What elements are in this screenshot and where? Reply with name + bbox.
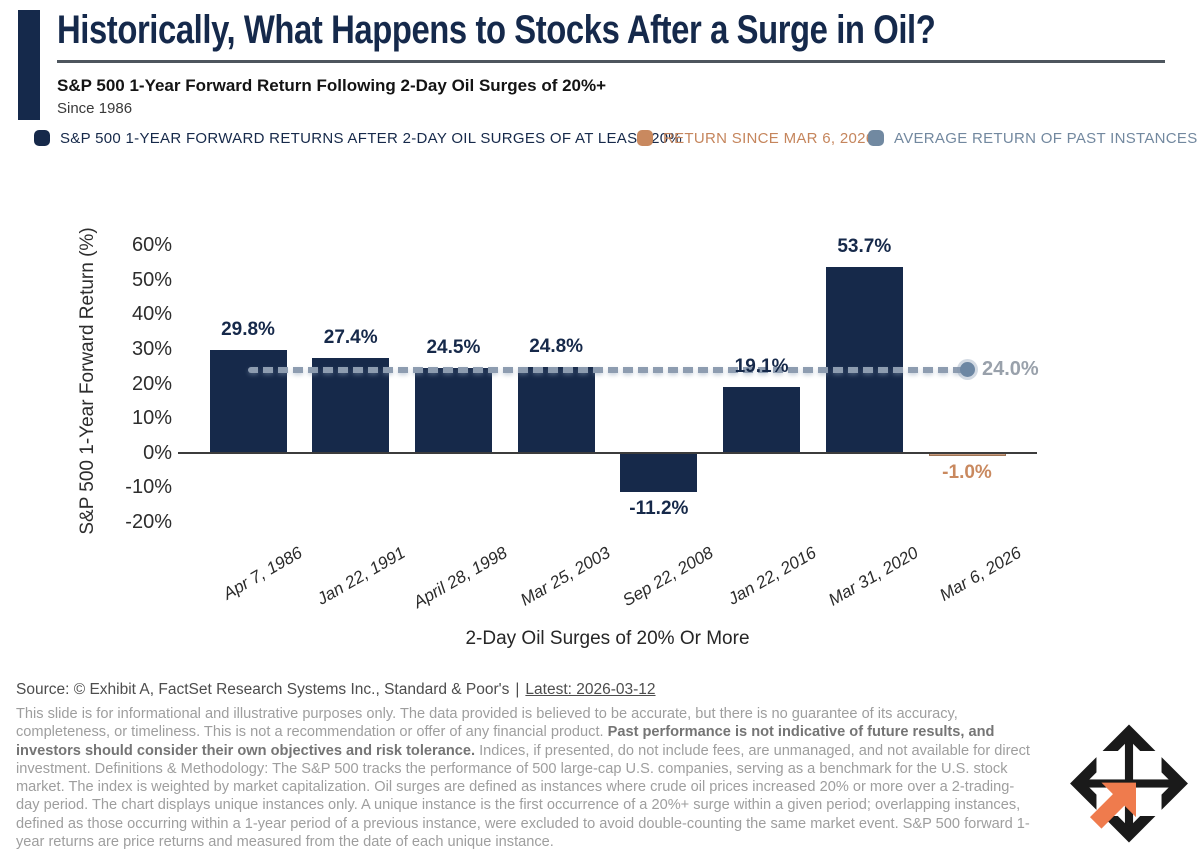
chart-subtitle: S&P 500 1-Year Forward Return Following … [57,76,607,95]
bar [723,386,801,453]
y-tick-label: 60% [131,234,172,256]
y-tick-label: -20% [125,511,172,533]
legend-marker-slate [868,130,884,146]
legend-label: S&P 500 1-YEAR FORWARD RETURNS AFTER 2-D… [60,129,682,147]
average-return-dot [960,362,975,378]
bar-value-label: -1.0% [942,462,992,484]
legend-label: RETURN SINCE MAR 6, 2026 [663,129,875,147]
source-text: Source: © Exhibit A, FactSet Research Sy… [16,681,510,698]
y-tick-label: -10% [125,476,172,499]
average-return-line [248,366,967,373]
page-title: Historically, What Happens to Stocks Aft… [57,8,936,52]
bar-value-label: -11.2% [629,497,689,519]
y-tick-label: 50% [131,268,172,291]
bar [414,367,492,453]
average-return-label: 24.0% [982,357,1039,380]
y-tick-label: 0% [143,441,172,464]
legend-item-return-since: RETURN SINCE MAR 6, 2026 [637,129,874,147]
disclaimer-part-1: This slide is for informational and illu… [16,706,958,741]
plot-area: 60% 50% 40% 30% 20% 10% 0% -10% -20% 29.8% Apr 7, … [125,234,1039,612]
y-tick-label: 10% [131,407,172,430]
legend-item-forward-returns: S&P 500 1-YEAR FORWARD RETURNS AFTER 2-D… [34,129,682,147]
source-line: Source: © Exhibit A, FactSet Research Sy… [16,681,656,699]
y-tick-label: 20% [131,372,172,395]
disclaimer-text: This slide is for informational and illu… [16,705,1030,849]
header-divider [57,60,1165,63]
legend-marker-navy [34,130,50,146]
bar-value-label: 24.5% [426,336,481,358]
x-axis-title: 2-Day Oil Surges of 20% Or More [465,628,750,649]
logo-orange-arrow [1089,782,1136,829]
source-separator: | [515,681,520,698]
bar [517,366,595,453]
y-tick-label: 40% [131,303,172,326]
bar [620,452,698,492]
bar-value-label: 29.8% [221,318,275,340]
legend-marker-orange [637,130,653,146]
disclaimer-part-2: Indices, if presented, do not include fe… [16,742,1030,849]
bar [312,357,390,453]
y-tick-label: 30% [131,337,172,360]
bar-value-label: 27.4% [323,326,378,348]
disclaimer-bold: Past performance is not indicative of fu… [16,724,995,759]
title-accent-bar [18,10,40,120]
bar-value-label: 19.1% [734,355,789,377]
bar-value-label: 24.8% [529,335,584,357]
bar [825,266,903,453]
since-note: Since 1986 [57,100,133,117]
bar-value-label: 53.7% [837,235,892,257]
source-latest-date: Latest: 2026-03-12 [525,681,656,698]
legend-label: AVERAGE RETURN OF PAST INSTANCES [894,129,1198,147]
y-axis-title: S&P 500 1-Year Forward Return (%) [77,227,98,535]
legend-item-average-return: AVERAGE RETURN OF PAST INSTANCES [868,129,1198,147]
x-axis-line [178,451,1037,454]
bar [209,349,287,453]
exhibit-a-logo-icon [1070,724,1188,843]
